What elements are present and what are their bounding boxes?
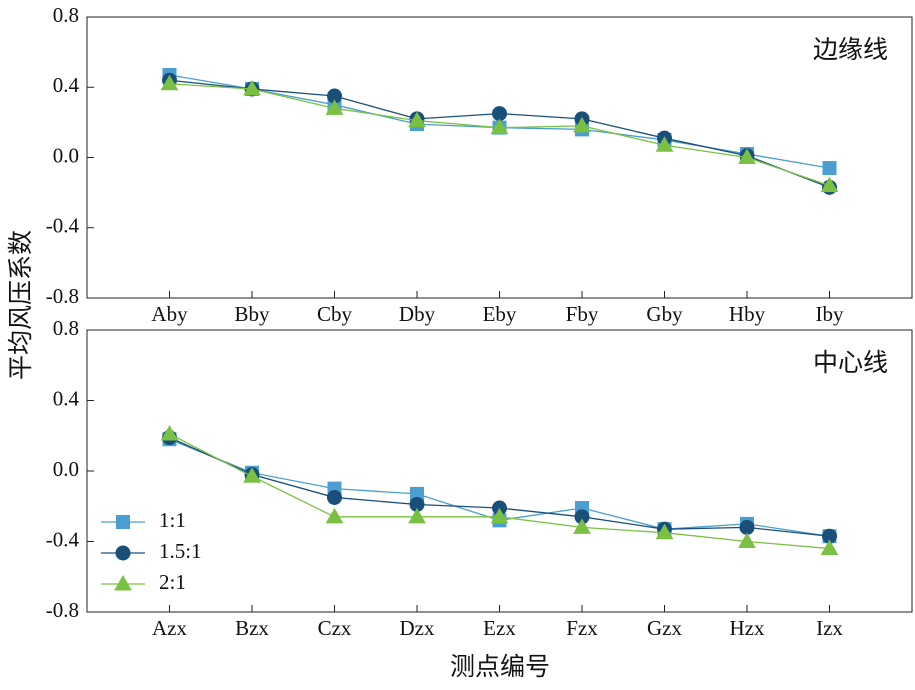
x-tick-label: Izx (816, 616, 843, 640)
data-point (820, 539, 839, 556)
x-tick-label: Fby (566, 302, 599, 326)
y-tick-label: 0.0 (53, 457, 79, 481)
data-point (490, 507, 509, 524)
series-line (169, 433, 830, 550)
data-point (243, 79, 261, 96)
data-point (738, 148, 756, 164)
data-point (492, 106, 507, 122)
x-tick-label: Ezx (483, 616, 516, 640)
y-tick-label: 0.4 (53, 73, 80, 97)
x-axis-label: 测点编号 (450, 652, 550, 681)
x-tick-label: Czx (318, 616, 352, 640)
x-tick-label: Gby (646, 302, 683, 326)
y-tick-label: -0.8 (46, 284, 79, 308)
data-point (655, 136, 674, 152)
x-tick-label: Eby (483, 302, 517, 326)
x-tick-label: Bzx (235, 616, 269, 640)
x-tick-label: Iby (816, 302, 844, 326)
annotation: 边缘线 (813, 35, 888, 64)
data-point (160, 74, 179, 91)
legend-marker (115, 545, 131, 561)
data-point (655, 523, 674, 540)
data-point (243, 467, 261, 483)
data-point (160, 424, 179, 441)
data-point (822, 161, 837, 176)
y-tick-label: 0.8 (53, 3, 79, 27)
plot-frame (86, 16, 913, 299)
y-tick-label: -0.8 (46, 598, 79, 622)
legend-marker (114, 574, 132, 591)
legend-label: 2:1 (159, 570, 186, 594)
x-tick-label: Bby (234, 302, 270, 326)
data-point (408, 111, 426, 128)
y-tick-label: -0.4 (46, 527, 80, 551)
y-tick-label: 0.0 (53, 143, 79, 167)
y-tick-label: 0.4 (53, 386, 80, 410)
data-point (738, 532, 756, 548)
legend-label: 1.5:1 (159, 539, 202, 563)
data-point (573, 518, 591, 534)
data-point (739, 519, 755, 535)
y-axis-label: 平均风压系数 (6, 230, 35, 380)
x-tick-label: Gzx (647, 616, 682, 640)
data-point (490, 118, 509, 135)
annotation: 中心线 (813, 348, 888, 377)
data-point (327, 489, 342, 505)
plot-frame (86, 329, 913, 613)
x-tick-label: Cby (317, 302, 353, 326)
x-tick-label: Fzx (566, 616, 598, 640)
data-point (820, 176, 839, 193)
legend-marker (116, 515, 130, 529)
x-tick-label: Dby (399, 302, 436, 326)
y-tick-label: -0.4 (46, 214, 80, 238)
x-tick-label: Azx (152, 616, 187, 640)
data-point (325, 507, 344, 524)
x-tick-label: Hby (729, 302, 766, 326)
series-line (169, 83, 830, 187)
data-point (408, 507, 426, 524)
x-tick-label: Aby (151, 302, 188, 326)
data-point (325, 99, 344, 115)
y-tick-label: 0.8 (53, 316, 79, 340)
data-point (573, 116, 591, 133)
x-tick-label: Hzx (730, 616, 765, 640)
x-tick-label: Dzx (400, 616, 435, 640)
legend-label: 1:1 (159, 508, 186, 532)
